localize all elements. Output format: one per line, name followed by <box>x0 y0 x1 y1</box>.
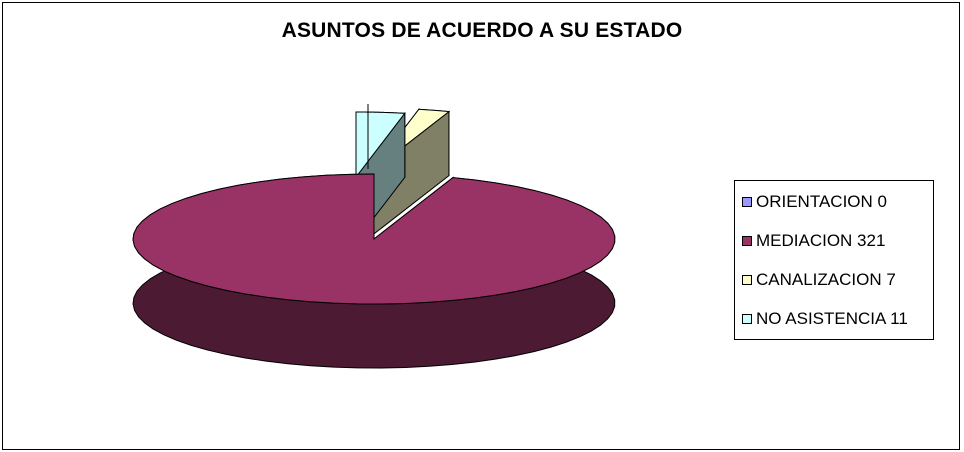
legend-swatch <box>742 314 752 324</box>
pie-slice <box>132 173 616 369</box>
legend-swatch <box>742 197 752 207</box>
legend-item: MEDIACION 321 <box>742 231 885 251</box>
legend-label: ORIENTACION 0 <box>756 192 887 211</box>
legend-swatch <box>742 236 752 246</box>
legend-item: ORIENTACION 0 <box>742 192 887 212</box>
legend-label: MEDIACION 321 <box>756 231 886 250</box>
legend-label: CANALIZACION 7 <box>756 270 896 289</box>
chart-title: ASUNTOS DE ACUERDO A SU ESTADO <box>281 19 683 42</box>
legend-swatch <box>742 275 752 285</box>
chart-legend: ORIENTACION 0 MEDIACION 321 CANALIZACION… <box>734 180 934 340</box>
legend-item: CANALIZACION 7 <box>742 270 896 290</box>
legend-item: NO ASISTENCIA 11 <box>742 309 908 329</box>
legend-label: NO ASISTENCIA 11 <box>756 309 908 328</box>
